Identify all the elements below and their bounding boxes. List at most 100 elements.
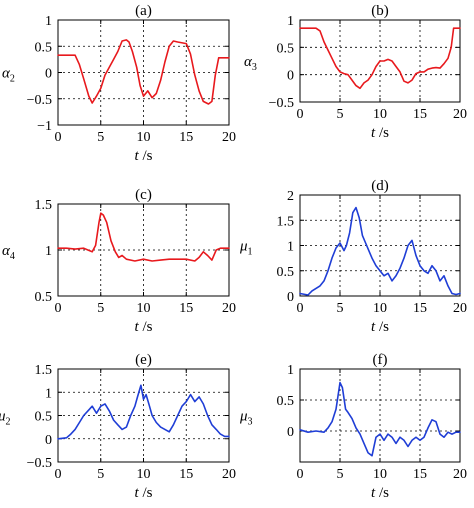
x-axis-unit: /s: [142, 148, 152, 164]
y-tick-label: 2: [287, 189, 294, 204]
x-tick-label: 15: [179, 301, 193, 316]
y-tick-label: 1: [287, 363, 294, 378]
panel-title: (b): [371, 3, 389, 19]
y-axis-label: μ3: [239, 409, 253, 428]
x-axis-unit: /s: [142, 319, 152, 335]
y-axis-label: α3: [244, 54, 257, 73]
y-tick-label: 1: [287, 14, 294, 29]
y-axis-subscript: 2: [10, 74, 15, 85]
x-tick-label: 0: [297, 301, 304, 316]
y-tick-label: 1: [287, 240, 294, 255]
y-tick-label: −0.5: [269, 96, 294, 111]
y-tick-label: −0.5: [27, 93, 52, 108]
panel-title: (e): [135, 352, 152, 368]
y-tick-label: 0.5: [277, 394, 295, 409]
y-axis-symbol: α: [244, 54, 253, 70]
series-line: [57, 39, 230, 105]
y-tick-label: 0.5: [277, 41, 295, 56]
series-line: [57, 384, 230, 440]
x-axis-unit: /s: [379, 485, 389, 501]
x-axis-label: t /s: [135, 319, 153, 335]
y-tick-label: 1.5: [35, 363, 53, 378]
x-tick-label: 0: [55, 467, 62, 482]
x-axis-label: t /s: [371, 125, 389, 141]
x-axis-label: t /s: [371, 319, 389, 335]
x-tick-label: 10: [137, 301, 151, 316]
y-tick-label: 0: [287, 290, 294, 305]
panel-title: (c): [135, 187, 152, 203]
x-axis-variable: t: [371, 125, 379, 141]
y-axis-subscript: 2: [6, 417, 11, 428]
x-axis-label: t /s: [135, 485, 153, 501]
y-tick-label: 0: [287, 69, 294, 84]
x-tick-label: 15: [413, 467, 427, 482]
x-axis-variable: t: [371, 319, 379, 335]
y-axis-symbol: α: [2, 66, 11, 82]
chart-panel-2: 0 5 10 15 20−0.500.51(b)t /sα3: [244, 3, 467, 141]
y-axis-symbol: μ: [0, 409, 6, 425]
x-axis-variable: t: [135, 485, 143, 501]
y-tick-label: −0.5: [27, 456, 52, 471]
y-tick-label: 0.5: [277, 265, 295, 280]
y-axis-subscript: 4: [10, 251, 15, 262]
y-tick-label: 0: [45, 433, 52, 448]
y-tick-label: 1: [45, 14, 52, 29]
x-tick-label: 5: [337, 107, 344, 122]
y-tick-label: 0.5: [35, 290, 53, 305]
x-tick-label: 15: [179, 467, 193, 482]
x-tick-label: 20: [453, 107, 467, 122]
y-axis-label: α2: [2, 66, 15, 85]
y-axis-label: α4: [2, 243, 15, 262]
x-tick-label: 0: [55, 301, 62, 316]
x-tick-label: 20: [222, 130, 236, 145]
y-tick-label: 0.5: [35, 410, 53, 425]
x-axis-unit: /s: [142, 485, 152, 501]
x-tick-label: 15: [413, 107, 427, 122]
y-tick-label: 0: [45, 67, 52, 82]
x-tick-label: 5: [97, 130, 104, 145]
panel-title: (d): [371, 178, 389, 194]
x-tick-label: 10: [137, 130, 151, 145]
series-line: [299, 206, 461, 296]
chart-panel-1: 0 5 10 15 20 −1 −0.5 0 0.5 1 (a) t /s α2: [2, 3, 236, 164]
x-tick-label: 10: [137, 467, 151, 482]
x-tick-label: 0: [297, 107, 304, 122]
x-tick-label: 20: [222, 301, 236, 316]
y-axis-subscript: 1: [248, 247, 253, 258]
x-tick-label: 5: [337, 467, 344, 482]
chart-panel-6: 0 5 10 15 20 0 0.5 1 (f) t /s μ3: [239, 352, 467, 501]
y-tick-label: 0.5: [35, 40, 53, 55]
series-line: [299, 381, 461, 457]
y-axis-subscript: 3: [248, 417, 253, 428]
x-tick-label: 10: [373, 467, 387, 482]
x-axis-variable: t: [371, 485, 379, 501]
chart-panel-3: 0 5 10 15 20 0.5 1 1.5 (c) t /s α4: [2, 187, 236, 335]
x-tick-label: 5: [97, 467, 104, 482]
x-axis-label: t /s: [371, 485, 389, 501]
x-tick-label: 20: [453, 467, 467, 482]
x-tick-label: 0: [55, 130, 62, 145]
y-tick-label: 1: [45, 386, 52, 401]
x-tick-label: 5: [97, 301, 104, 316]
series-line: [57, 212, 230, 262]
panel-title: (a): [135, 3, 152, 19]
x-tick-label: 0: [297, 467, 304, 482]
y-axis-symbol: μ: [239, 409, 248, 425]
y-tick-label: 0: [287, 425, 294, 440]
x-axis-variable: t: [135, 148, 143, 164]
y-axis-symbol: μ: [239, 239, 248, 255]
x-tick-label: 10: [373, 301, 387, 316]
x-axis-variable: t: [135, 319, 143, 335]
series-line: [299, 27, 461, 90]
x-tick-label: 5: [337, 301, 344, 316]
y-axis-label: μ1: [239, 239, 253, 258]
y-tick-label: 1.5: [35, 198, 53, 213]
x-tick-label: 15: [179, 130, 193, 145]
x-tick-label: 15: [413, 301, 427, 316]
x-axis-unit: /s: [379, 319, 389, 335]
y-axis-symbol: α: [2, 243, 11, 259]
y-axis-subscript: 3: [252, 62, 257, 73]
